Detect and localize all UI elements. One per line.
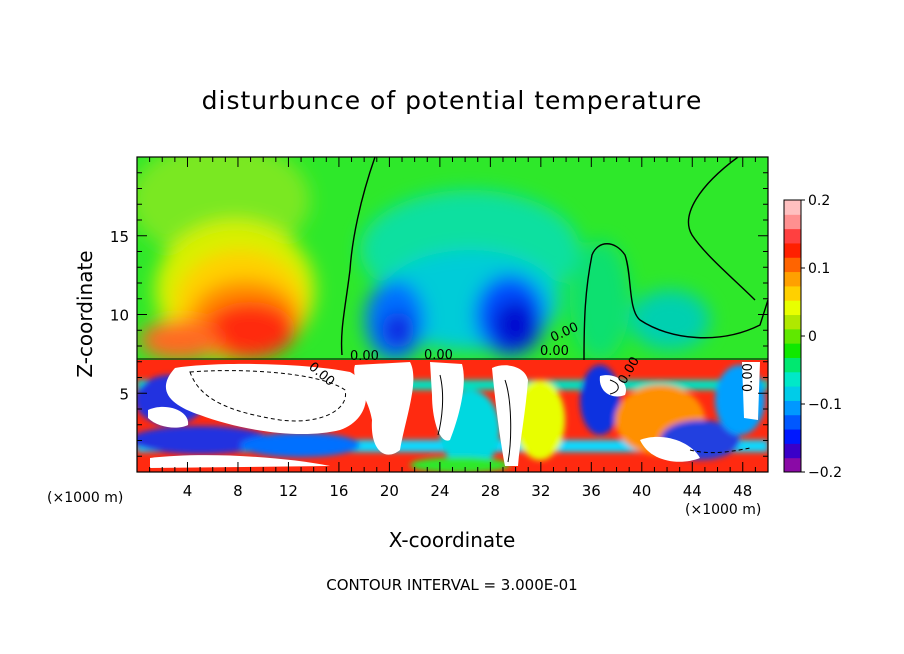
x-tick-label: 28: [481, 482, 500, 500]
contour-label: 0.00: [540, 344, 569, 359]
colorbar-swatch: [784, 200, 801, 215]
x-tick-label: 8: [233, 482, 243, 500]
colorbar-tick-label: −0.2: [808, 465, 842, 481]
colorbar-swatch: [784, 257, 801, 273]
colorbar-swatch: [784, 457, 801, 473]
colorbar-swatch: [784, 443, 801, 459]
colorbar-tick-label: 0: [808, 329, 817, 345]
x-tick-label: 40: [632, 482, 651, 500]
y-tick-label: 5: [119, 385, 129, 403]
y-axis: 5 10 15: [110, 156, 768, 473]
x-tick-label: 16: [329, 482, 348, 500]
colorbar-tick-label: 0.1: [808, 261, 830, 277]
colorbar-swatch: [784, 429, 801, 444]
x-tick-label: 20: [380, 482, 399, 500]
colorbar-swatch: [784, 414, 801, 430]
colorbar-swatch: [784, 228, 801, 244]
colorbar-swatch: [784, 343, 801, 358]
x-tick-label: 48: [733, 482, 752, 500]
colorbar-swatch: [784, 300, 801, 316]
y-tick-label: 10: [110, 307, 129, 325]
x-tick-label: 4: [183, 482, 193, 500]
y-tick-label: 15: [110, 228, 129, 246]
x-axis-label: X-coordinate: [389, 528, 516, 552]
y-axis-label: Z-coordinate: [73, 250, 97, 377]
x-unit-left: (×1000 m): [47, 490, 124, 506]
colorbar: 0.2 0.1 0 −0.1 −0.2: [783, 193, 842, 481]
heatmap-field: [137, 157, 768, 472]
colorbar-swatch: [784, 357, 801, 373]
contour-label: 0.00: [741, 363, 756, 392]
x-tick-label: 44: [683, 482, 702, 500]
colorbar-swatch: [784, 242, 801, 258]
x-tick-label: 24: [430, 482, 449, 500]
colorbar-swatch: [784, 285, 801, 301]
colorbar-swatch: [784, 328, 801, 344]
chart-title: disturbunce of potential temperature: [201, 86, 703, 115]
colorbar-swatch: [784, 371, 801, 387]
colorbar-tick-label: −0.1: [808, 397, 842, 413]
x-tick-label: 32: [531, 482, 550, 500]
x-tick-label: 36: [582, 482, 601, 500]
colorbar-swatch: [784, 314, 801, 330]
colorbar-swatch: [784, 271, 801, 287]
x-axis: 4 8 12 16 20 24 28 32 36 40 44 48: [136, 157, 769, 500]
contour-interval-note: CONTOUR INTERVAL = 3.000E-01: [326, 576, 578, 594]
colorbar-swatch: [784, 400, 801, 416]
zero-contours: [340, 157, 768, 361]
x-tick-label: 12: [279, 482, 298, 500]
contour-label: 0.00: [350, 349, 379, 364]
x-unit-right: (×1000 m): [685, 502, 762, 518]
contour-label: 0.00: [424, 348, 453, 363]
colorbar-tick-label: 0.2: [808, 193, 830, 209]
colorbar-swatch: [784, 386, 801, 401]
colorbar-swatch: [784, 214, 801, 230]
